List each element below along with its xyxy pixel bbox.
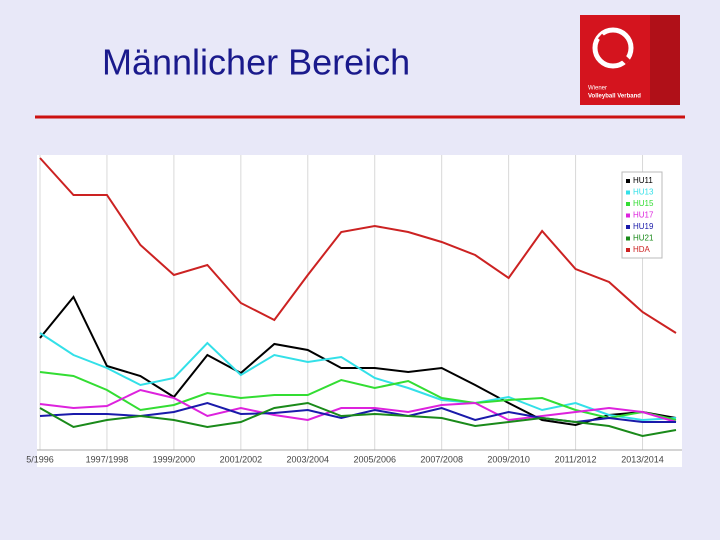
logo: Wiener Volleyball Verband xyxy=(580,15,680,105)
series-line xyxy=(39,388,677,423)
series-line xyxy=(39,332,677,422)
x-tick-label: 2005/2006 xyxy=(353,454,396,464)
x-tick-label: 2001/2002 xyxy=(220,454,263,464)
logo-band xyxy=(650,15,680,105)
legend-label: HU21 xyxy=(633,234,654,243)
logo-ball xyxy=(592,27,634,69)
slide-title: Männlicher Bereich xyxy=(102,42,410,83)
legend-label: HU19 xyxy=(633,222,654,231)
series-line xyxy=(39,157,677,334)
x-tick-label: 1997/1998 xyxy=(86,454,129,464)
x-tick-label: 5/1996 xyxy=(26,454,54,464)
legend-swatch xyxy=(626,179,630,183)
series-line xyxy=(39,401,677,438)
legend-swatch xyxy=(626,236,630,241)
legend-swatch xyxy=(626,213,630,218)
legend-swatch xyxy=(626,225,630,229)
x-tick-label: 2003/2004 xyxy=(287,454,330,464)
legend-label: HU17 xyxy=(633,211,654,220)
x-tick-label: 2009/2010 xyxy=(487,454,530,464)
x-tick-label: 1999/2000 xyxy=(153,454,196,464)
legend-label: HU15 xyxy=(633,199,654,208)
x-tick-label: 2007/2008 xyxy=(420,454,463,464)
logo-swoosh xyxy=(597,33,631,65)
legend-label: HDA xyxy=(633,245,651,254)
chart: 5/1996 1997/1998 1999/2000 2001/2002 2003/20… xyxy=(26,155,682,464)
legend-swatch xyxy=(626,202,630,206)
legend-swatch xyxy=(626,248,630,252)
legend-swatch xyxy=(626,190,630,195)
legend-label: HU11 xyxy=(633,176,653,185)
logo-text: Volleyball Verband xyxy=(588,94,641,100)
x-tick-label: 2011/2012 xyxy=(555,454,597,464)
x-tick-label: 2013/2014 xyxy=(621,454,664,464)
logo-text: Wiener xyxy=(588,86,607,92)
series-line xyxy=(39,371,677,421)
legend-label: HU13 xyxy=(633,188,654,197)
legend-box xyxy=(621,171,663,259)
legend: HU11 HU13 HU15 HU17 HU19 HU21 HDA xyxy=(621,171,663,259)
